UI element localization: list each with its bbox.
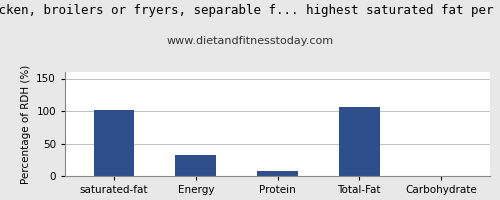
Bar [94,110,134,176]
Text: chicken, broilers or fryers, separable f... highest saturated fat per 100: chicken, broilers or fryers, separable f… [0,4,500,17]
Y-axis label: Percentage of RDH (%): Percentage of RDH (%) [20,64,30,184]
Bar [176,155,216,176]
Bar [257,171,298,176]
Text: www.dietandfitnesstoday.com: www.dietandfitnesstoday.com [166,36,334,46]
Bar [339,107,380,176]
